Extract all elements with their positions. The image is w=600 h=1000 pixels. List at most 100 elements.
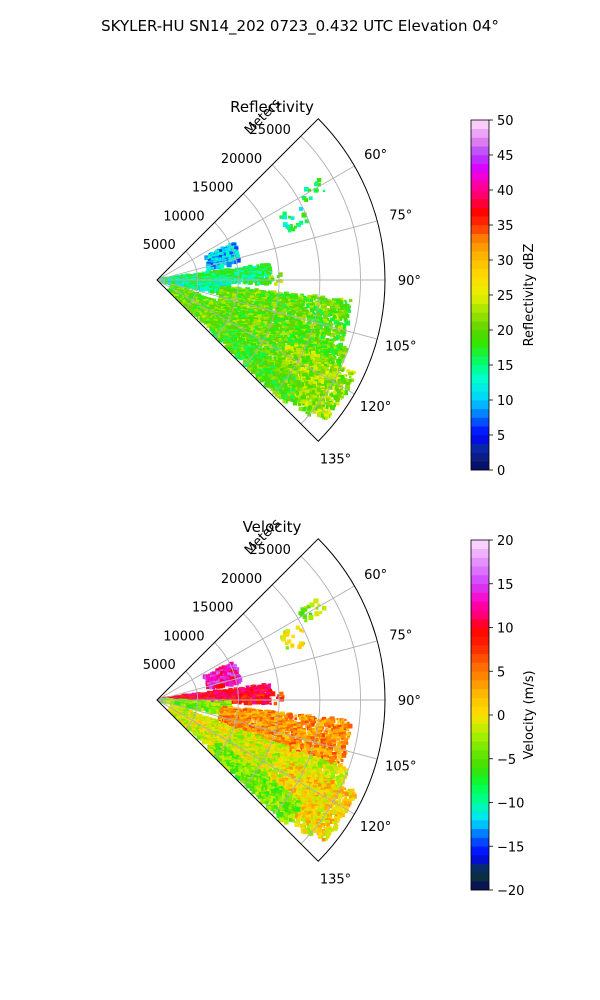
echo-gate <box>323 349 329 355</box>
echo-gate <box>323 341 328 346</box>
echo-gate <box>267 291 272 296</box>
echo-gate <box>313 338 319 344</box>
echo-gate <box>290 216 295 220</box>
echo-gate <box>308 358 311 361</box>
echo-gate <box>328 333 332 337</box>
echo-gate <box>215 264 221 270</box>
echo-gate <box>264 266 268 271</box>
echo-gate <box>332 328 336 333</box>
echo-gate <box>324 344 330 349</box>
echo-gate <box>257 270 263 276</box>
echo-gate <box>313 188 319 193</box>
echo-gate <box>291 311 294 315</box>
echo-gate <box>349 298 353 303</box>
echo-gate <box>271 310 275 314</box>
echo-gate <box>257 289 261 293</box>
echo-gate <box>241 274 246 279</box>
echo-gate <box>224 261 228 265</box>
echo-gate <box>232 279 237 285</box>
echo-gate <box>333 346 337 350</box>
echo-gate <box>304 313 308 317</box>
echo-gate <box>226 262 232 268</box>
echo-gate <box>316 337 321 341</box>
echo-gate <box>232 293 237 298</box>
echo-gate <box>332 356 336 361</box>
echo-gate <box>302 329 306 333</box>
echo-gate <box>323 319 328 324</box>
echo-gate <box>288 330 294 335</box>
echo-gate <box>349 376 352 379</box>
echo-gate <box>345 313 350 319</box>
echo-gate <box>331 361 335 365</box>
echo-gate <box>322 416 325 420</box>
echo-gate <box>300 399 305 404</box>
echo-gate <box>278 294 282 298</box>
echo-gate <box>168 280 174 286</box>
echo-gate <box>232 259 236 263</box>
echo-gate <box>340 358 345 363</box>
echo-gate <box>343 317 348 321</box>
echo-gate <box>291 227 296 232</box>
echo-gate <box>299 220 304 225</box>
echo-gate <box>248 317 251 320</box>
echo-gate <box>214 257 219 261</box>
echo-gate <box>329 302 335 308</box>
echo-gate <box>211 266 215 270</box>
echo-gate <box>287 315 291 319</box>
echo-gate <box>235 281 238 284</box>
echo-gate <box>318 331 321 335</box>
echo-gate <box>338 297 344 303</box>
echo-gate <box>287 333 292 338</box>
echo-gate <box>285 317 289 321</box>
echo-gate <box>224 248 230 253</box>
echo-gate <box>232 295 235 299</box>
echo-gate <box>268 273 272 276</box>
echo-gate <box>336 321 341 327</box>
echo-gate <box>338 302 343 308</box>
echo-gate <box>344 311 348 315</box>
reflectivity-title: Reflectivity <box>230 98 314 116</box>
echo-gate <box>247 293 251 297</box>
echo-gate <box>246 298 251 303</box>
echo-gate <box>264 280 269 286</box>
echo-gate <box>316 332 320 336</box>
echo-gate <box>256 332 259 335</box>
echo-gate <box>283 311 286 314</box>
echo-gate <box>236 295 242 301</box>
echo-gate <box>333 369 336 372</box>
echo-gate <box>304 198 309 202</box>
echo-gate <box>278 335 284 340</box>
echo-gate <box>320 333 325 338</box>
echo-gate <box>307 319 312 324</box>
echo-gate <box>314 325 319 331</box>
echo-gate <box>305 335 310 341</box>
echo-gate <box>344 328 347 331</box>
echo-gate <box>266 298 272 304</box>
echo-gate <box>275 294 279 298</box>
echo-gate <box>252 318 258 324</box>
echo-gate <box>316 340 321 344</box>
echo-gate <box>306 321 312 327</box>
echo-gate <box>318 366 322 370</box>
echo-gate <box>340 329 346 335</box>
echo-gate <box>228 305 233 310</box>
echo-gate <box>337 351 343 356</box>
echo-gate <box>239 274 242 278</box>
echo-gate <box>303 344 307 348</box>
echo-gate <box>282 215 287 220</box>
echo-gate <box>287 298 293 304</box>
echo-gate <box>231 261 234 265</box>
echo-gate <box>253 329 256 332</box>
echo-gate <box>311 397 315 401</box>
echo-gate <box>260 342 264 346</box>
echo-gate <box>252 279 256 283</box>
echo-gate <box>282 322 287 327</box>
echo-gate <box>236 319 240 323</box>
echo-gate <box>299 318 304 323</box>
echo-gate <box>329 335 333 338</box>
echo-gate <box>333 300 338 305</box>
echo-gate <box>340 397 343 400</box>
echo-gate <box>273 331 276 335</box>
echo-gate <box>325 406 329 410</box>
echo-gate <box>241 270 246 275</box>
